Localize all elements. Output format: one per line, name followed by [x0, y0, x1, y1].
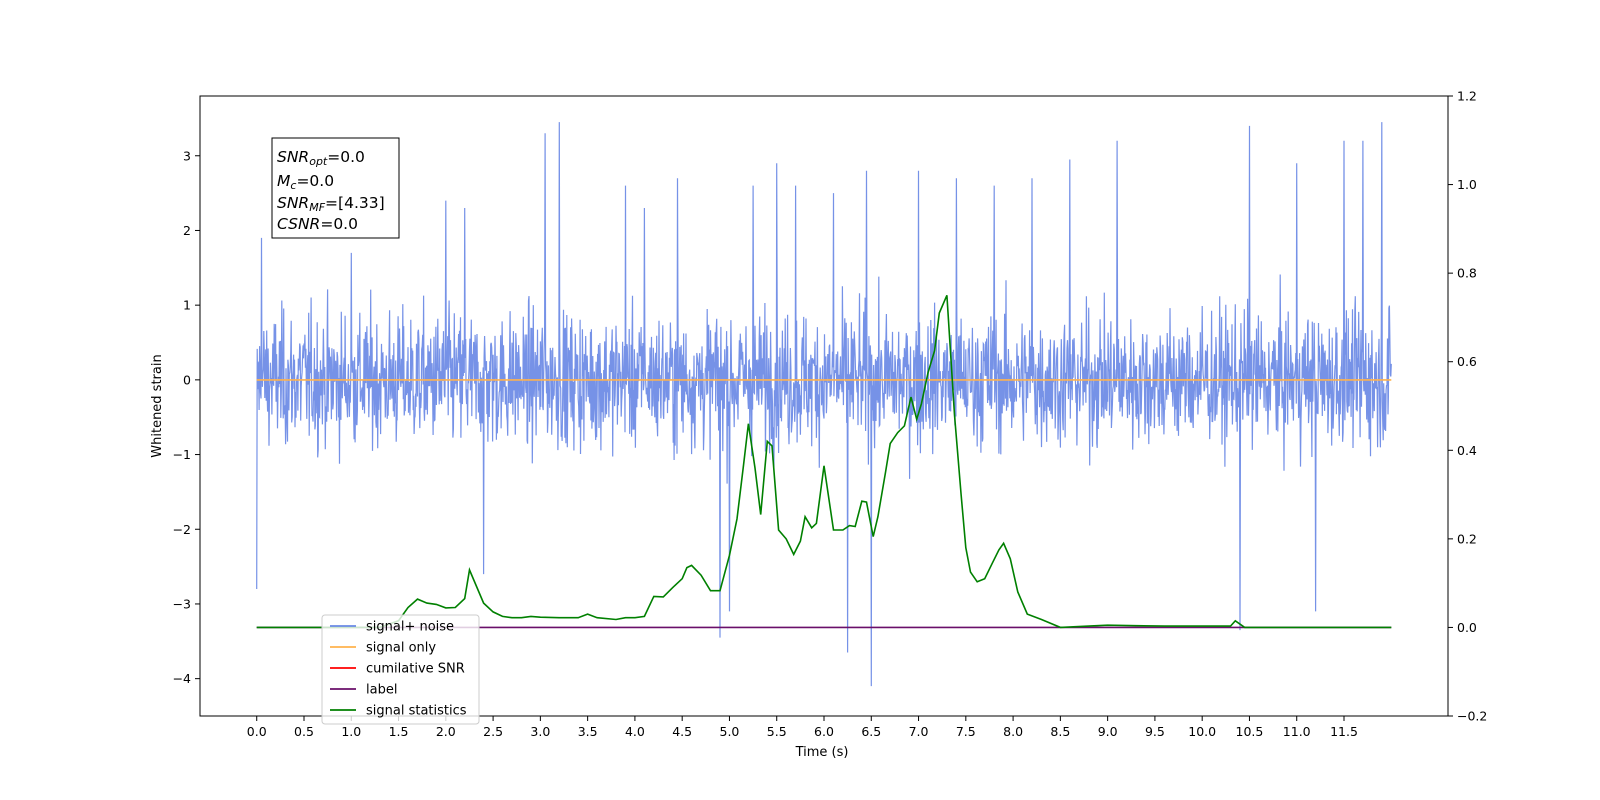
legend-entry-label: signal statistics — [366, 704, 467, 719]
y2-tick-label: 0.0 — [1457, 620, 1477, 635]
legend-entry-label: signal only — [366, 641, 436, 656]
y2-axis-ticks: 1.2 1.0 0.8 0.6 0.4 0.2 0.0 −0.2 — [1448, 89, 1487, 724]
legend-entry-label: label — [366, 683, 397, 698]
y-tick-label: 0 — [183, 372, 191, 387]
y-axis-ticks: 3 2 1 0 −1 −2 −3 −4 — [173, 148, 200, 686]
legend-entry-label: cumilative SNR — [366, 662, 465, 677]
y-tick-label: −1 — [173, 447, 191, 462]
y2-tick-label: 0.8 — [1457, 266, 1477, 281]
info-snr-mf: SNRMF=[4.33] — [277, 194, 385, 214]
info-mc: Mc=0.0 — [277, 172, 334, 192]
x-tick-label: 6.0 — [814, 724, 834, 739]
x-tick-label: 1.5 — [389, 724, 409, 739]
y2-tick-label: 0.6 — [1457, 354, 1477, 369]
y-tick-label: 2 — [183, 223, 191, 238]
x-tick-label: 8.5 — [1050, 724, 1070, 739]
y2-tick-label: 1.0 — [1457, 177, 1477, 192]
series-signal-noise — [256, 122, 1392, 687]
info-snr-opt: SNRopt=0.0 — [277, 148, 365, 168]
series-signal-statistics-line — [256, 294, 1392, 629]
y-tick-label: −3 — [173, 596, 191, 611]
x-tick-label: 10.5 — [1236, 724, 1264, 739]
x-tick-label: 9.0 — [1098, 724, 1118, 739]
y-tick-label: −4 — [173, 671, 191, 686]
x-tick-label: 3.5 — [578, 724, 598, 739]
x-tick-label: 8.0 — [1003, 724, 1023, 739]
x-tick-label: 5.5 — [767, 724, 787, 739]
y-tick-label: 1 — [183, 298, 191, 313]
y-axis-label: Whitened strain — [150, 354, 165, 457]
info-csnr: CSNR=0.0 — [277, 215, 358, 233]
info-box: SNRopt=0.0 Mc=0.0 SNRMF=[4.33] CSNR=0.0 — [271, 137, 400, 239]
x-axis-ticks: 0.0 0.5 1.0 1.5 2.0 2.5 3.0 3.5 4.0 4.5 5.0 5.5 6.0 6… — [247, 716, 1358, 739]
x-tick-label: 11.0 — [1283, 724, 1311, 739]
legend-entry-label: signal+ noise — [366, 620, 454, 635]
x-tick-label: 1.0 — [341, 724, 361, 739]
x-tick-label: 4.5 — [672, 724, 692, 739]
x-tick-label: 9.5 — [1145, 724, 1165, 739]
x-tick-label: 5.0 — [720, 724, 740, 739]
y2-tick-label: 0.2 — [1457, 531, 1477, 546]
x-axis-label: Time (s) — [795, 745, 849, 760]
x-tick-label: 7.5 — [956, 724, 976, 739]
y2-tick-label: −0.2 — [1457, 709, 1487, 724]
x-tick-label: 0.0 — [247, 724, 267, 739]
x-tick-label: 10.0 — [1188, 724, 1216, 739]
y2-tick-label: 1.2 — [1457, 89, 1477, 104]
x-tick-label: 0.5 — [294, 724, 314, 739]
y-tick-label: −2 — [173, 522, 191, 537]
x-tick-label: 2.0 — [436, 724, 456, 739]
legend: signal+ noise signal only cumilative SNR la… — [321, 614, 480, 725]
y2-tick-label: 0.4 — [1457, 443, 1477, 458]
x-tick-label: 3.0 — [530, 724, 550, 739]
y-tick-label: 3 — [183, 148, 191, 163]
x-tick-label: 4.0 — [625, 724, 645, 739]
x-tick-label: 7.0 — [909, 724, 929, 739]
x-tick-label: 6.5 — [861, 724, 881, 739]
info-box-frame — [271, 137, 400, 239]
x-tick-label: 11.5 — [1330, 724, 1358, 739]
legend-frame — [321, 614, 480, 725]
signal-noise-line — [256, 122, 1392, 687]
x-tick-label: 2.5 — [483, 724, 503, 739]
